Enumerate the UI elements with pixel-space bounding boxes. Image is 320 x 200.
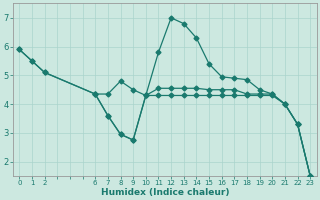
X-axis label: Humidex (Indice chaleur): Humidex (Indice chaleur): [100, 188, 229, 197]
